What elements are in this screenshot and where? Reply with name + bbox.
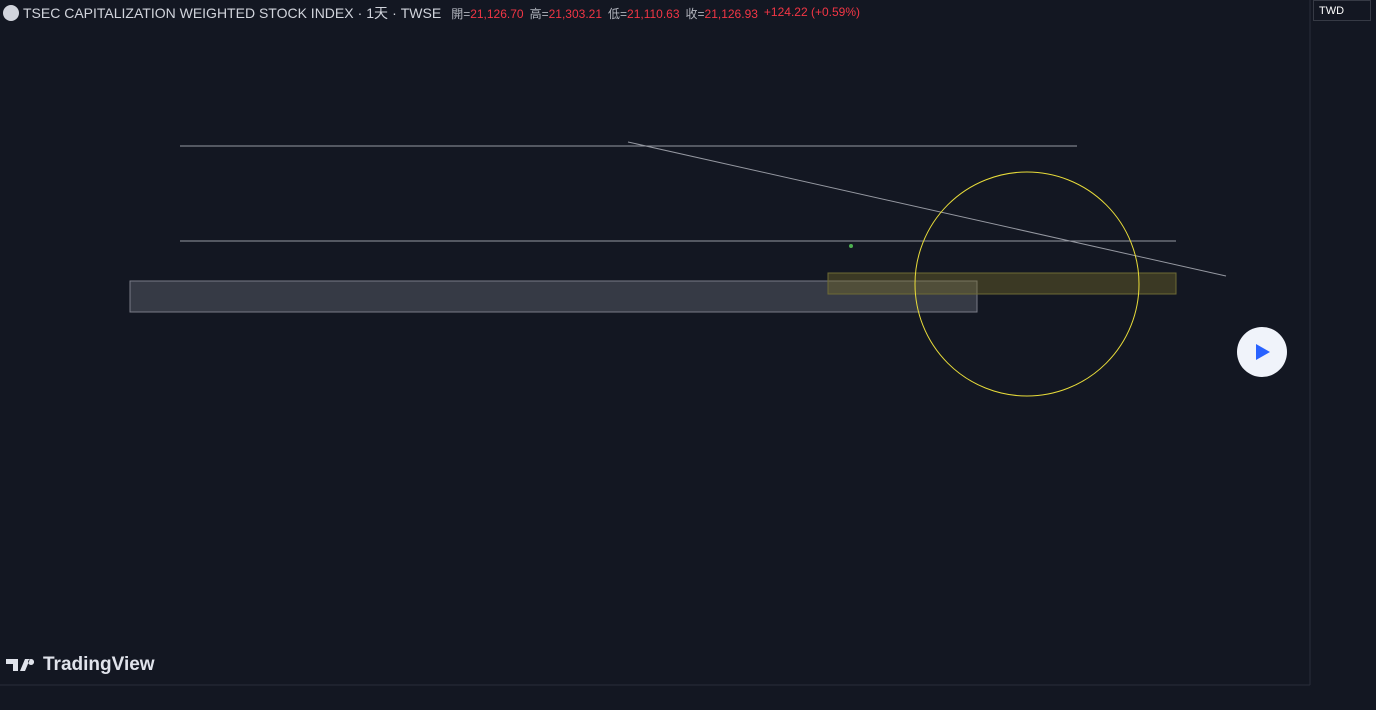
sep: · <box>392 5 397 21</box>
header: TSEC CAPITALIZATION WEIGHTED STOCK INDEX… <box>3 3 860 23</box>
ohlc-value: 21,126.93 <box>704 6 758 21</box>
brand-logo <box>6 659 35 671</box>
ohlc-value: 21,126.70 <box>470 6 524 21</box>
currency[interactable]: TWD <box>1313 0 1371 21</box>
ohlc-item: 低=21,110.63 <box>608 5 680 22</box>
ohlc-value: 21,110.63 <box>627 6 680 21</box>
brand: TradingView <box>6 654 155 676</box>
symbol: TSEC CAPITALIZATION WEIGHTED STOCK INDEX <box>23 5 354 21</box>
drawings <box>129 141 1227 313</box>
trend-line <box>627 141 1227 277</box>
ohlc-item: 高=21,303.21 <box>530 5 602 22</box>
play-button[interactable] <box>1237 327 1287 377</box>
ohlc: 開=21,126.70 高=21,303.21 低=21,110.63 收=21,12… <box>451 5 860 22</box>
highlight-circle <box>914 171 1140 397</box>
ohlc-label: 高= <box>529 6 549 21</box>
ohlc-item: 開=21,126.70 <box>451 5 523 22</box>
ohlc-value: 21,303.21 <box>548 6 602 21</box>
marker-dot <box>849 244 853 248</box>
ohlc-label: 低= <box>608 6 628 21</box>
interval: 1天 <box>366 5 389 21</box>
ohlc-label: 開= <box>451 6 471 21</box>
change: +124.22 (+0.59%) <box>763 4 860 19</box>
ohlc-label: 收= <box>685 6 705 21</box>
play-icon[interactable] <box>1256 344 1270 360</box>
exchange: TWSE <box>400 5 442 21</box>
ohlc-item: 收=21,126.93 <box>686 5 758 22</box>
gray-zone <box>129 280 978 313</box>
sep: · <box>357 5 363 21</box>
yellow-zone <box>827 272 1177 295</box>
symbol-icon <box>3 5 19 21</box>
brand-text: TradingView <box>43 654 155 675</box>
